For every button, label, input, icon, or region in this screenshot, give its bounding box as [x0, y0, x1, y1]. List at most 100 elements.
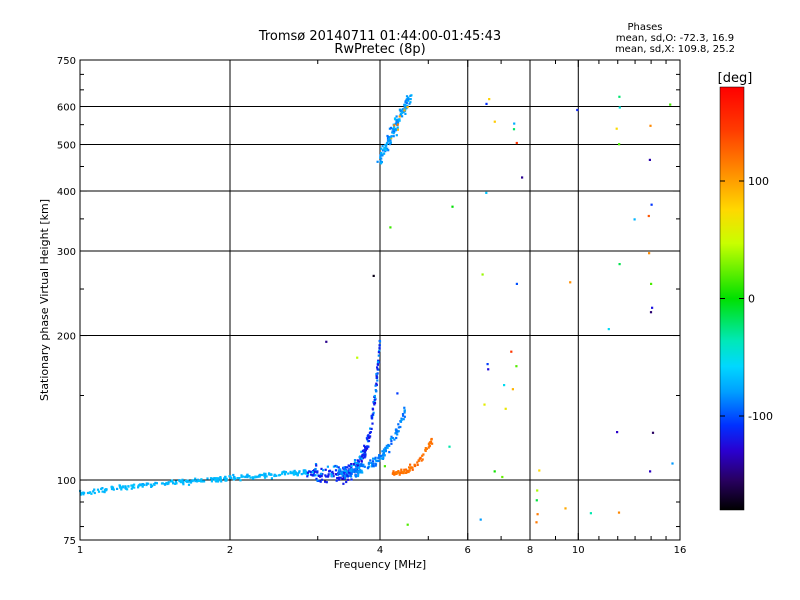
data-point — [380, 151, 383, 155]
data-point — [389, 437, 392, 441]
data-point — [501, 475, 504, 479]
data-point — [181, 481, 185, 484]
data-point — [303, 471, 306, 474]
data-point — [251, 476, 254, 479]
data-point — [263, 474, 266, 477]
data-point — [263, 476, 267, 479]
data-point — [390, 435, 393, 438]
data-point — [292, 473, 295, 476]
data-point — [398, 473, 401, 476]
data-point — [373, 402, 377, 405]
data-point — [141, 485, 144, 488]
data-point — [650, 282, 653, 285]
data-point — [357, 473, 360, 476]
data-point — [118, 484, 122, 488]
data-point — [292, 472, 295, 475]
data-point — [374, 462, 377, 465]
data-point — [219, 476, 222, 479]
data-point — [178, 480, 181, 483]
data-point — [384, 447, 387, 450]
data-point — [124, 485, 127, 488]
data-point — [360, 469, 363, 472]
data-points — [79, 94, 674, 526]
data-point — [147, 482, 150, 485]
data-point — [417, 459, 420, 462]
data-point — [348, 469, 351, 472]
data-point — [345, 471, 348, 474]
data-point — [182, 480, 185, 483]
data-point — [167, 481, 170, 484]
data-point — [515, 365, 518, 368]
data-point — [116, 487, 119, 490]
data-point — [343, 474, 346, 477]
y-tick-label: 500 — [57, 141, 76, 152]
data-point — [172, 482, 175, 485]
data-point — [328, 470, 331, 473]
data-point — [80, 492, 84, 495]
data-point — [421, 454, 424, 457]
data-point — [379, 160, 382, 163]
data-point — [338, 478, 341, 481]
data-point — [618, 143, 621, 146]
data-point — [224, 475, 227, 478]
data-point — [342, 477, 346, 480]
chart-title: Tromsø 20140711 01:44:00-01:45:43 — [258, 29, 501, 44]
data-point — [361, 471, 364, 474]
data-point — [353, 469, 356, 472]
data-point — [316, 470, 319, 473]
data-point — [316, 479, 319, 482]
data-point — [238, 477, 241, 480]
x-tick-label: 6 — [465, 545, 471, 556]
data-point — [348, 471, 351, 474]
data-point — [283, 473, 287, 476]
data-point — [164, 483, 167, 486]
data-point — [246, 476, 249, 479]
data-point — [406, 523, 409, 526]
data-point — [295, 473, 298, 476]
data-point — [126, 488, 129, 491]
data-point — [307, 473, 310, 476]
data-point — [344, 469, 347, 472]
data-point — [416, 461, 419, 464]
data-point — [372, 457, 375, 460]
data-point — [389, 226, 392, 229]
data-point — [82, 493, 85, 496]
data-point — [392, 470, 395, 473]
data-point — [395, 428, 398, 431]
data-point — [344, 477, 347, 480]
data-point — [298, 471, 301, 474]
x-tick-label: 10 — [572, 545, 585, 556]
data-point — [335, 479, 338, 482]
data-point — [371, 462, 375, 465]
data-point — [393, 125, 396, 129]
data-point — [403, 469, 406, 472]
data-point — [240, 475, 243, 478]
data-point — [244, 475, 247, 478]
data-point — [427, 442, 430, 445]
data-point — [336, 473, 339, 476]
data-point — [359, 471, 362, 474]
data-point — [345, 480, 348, 484]
data-point — [391, 437, 395, 440]
data-point — [351, 469, 354, 472]
data-point — [219, 477, 222, 480]
data-point — [349, 474, 352, 477]
data-point — [346, 466, 349, 469]
data-point — [671, 462, 674, 465]
data-point — [130, 484, 133, 487]
x-tick-label: 1 — [77, 545, 83, 556]
data-point — [230, 477, 233, 480]
data-point — [373, 394, 376, 398]
data-point — [396, 123, 399, 126]
data-point — [404, 101, 407, 104]
data-point — [334, 473, 337, 476]
data-point — [370, 414, 373, 417]
data-point — [210, 478, 213, 481]
data-point — [385, 144, 388, 147]
data-point — [393, 472, 396, 476]
data-point — [319, 475, 322, 478]
data-point — [406, 106, 409, 109]
data-point — [304, 469, 307, 472]
data-point — [302, 469, 305, 472]
data-point — [419, 456, 422, 459]
